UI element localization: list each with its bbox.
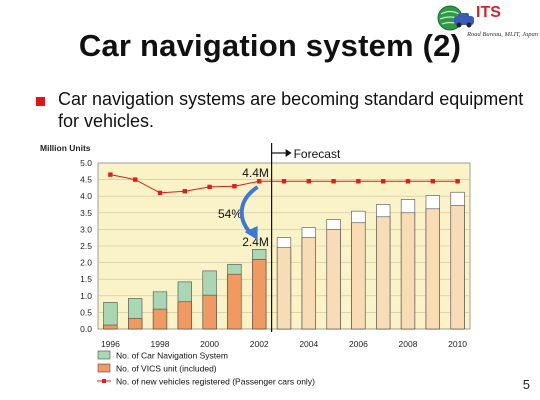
x-tick-label: 2006 <box>349 339 368 349</box>
registered-vehicles-point <box>381 179 386 184</box>
y-tick-label: 3.5 <box>80 208 92 218</box>
y-tick-label: 2.0 <box>80 258 92 268</box>
forecast-arrow-head <box>285 149 292 157</box>
registered-vehicles-point <box>455 179 460 184</box>
registered-vehicles-point <box>405 179 411 184</box>
y-tick-label: 0.0 <box>80 324 92 334</box>
vics-unit-bar <box>128 318 143 330</box>
bullet-marker <box>36 97 45 106</box>
registered-vehicles-point <box>281 179 287 184</box>
registered-vehicles-point <box>207 184 212 190</box>
registered-vehicles-point <box>356 179 361 184</box>
vics-unit-bar <box>376 216 391 330</box>
x-tick-label: 1996 <box>101 339 120 349</box>
vics-unit-bar <box>202 294 217 330</box>
y-tick-label: 1.0 <box>80 291 92 301</box>
registered-vehicles-point <box>157 190 163 196</box>
percent-label: 54% <box>218 207 242 221</box>
registered-vehicles-point <box>182 189 187 194</box>
vics-unit-bar <box>326 229 341 330</box>
y-tick-label: 0.5 <box>80 307 92 317</box>
registered-vehicles-point <box>257 179 262 184</box>
y-tick-label: 5.0 <box>80 158 92 168</box>
top-value-label: 4.4M <box>242 166 269 180</box>
page-number: 5 <box>522 377 530 392</box>
registered-vehicles-point <box>232 184 237 189</box>
legend-nav-label: No. of Car Navigation System <box>116 351 228 361</box>
registered-vehicles-point <box>430 179 435 184</box>
forecast-label: Forecast <box>294 147 341 161</box>
vics-unit-bar <box>425 208 440 330</box>
y-tick-label: 4.0 <box>80 191 92 201</box>
legend-vics-swatch <box>97 363 111 373</box>
legend-registered-marker <box>102 379 106 383</box>
its-logo <box>436 4 536 40</box>
vics-unit-bar <box>152 308 168 330</box>
vics-unit-bar <box>400 212 416 330</box>
registered-vehicles-point <box>331 179 336 184</box>
vics-unit-bar <box>301 237 316 330</box>
vics-unit-bar <box>177 301 192 330</box>
legend-registered-label: No. of new vehicles registered (Passenge… <box>116 377 315 387</box>
registered-vehicles-point <box>108 172 113 177</box>
registered-vehicles-point <box>306 179 311 184</box>
vics-unit-bar <box>227 273 242 330</box>
y-tick-label: 4.5 <box>80 175 92 185</box>
legend-nav-swatch <box>97 350 111 360</box>
logo-text: ITS <box>476 4 501 21</box>
vics-unit-bar <box>276 247 292 330</box>
x-tick-label: 1998 <box>151 339 170 349</box>
x-tick-label: 2000 <box>200 339 219 349</box>
x-tick-label: 2004 <box>299 339 318 349</box>
registered-vehicles-point <box>133 177 138 182</box>
x-tick-label: 2002 <box>250 339 269 349</box>
bullet-text: Car navigation systems are becoming stan… <box>58 89 524 131</box>
legend-vics-label: No. of VICS unit (included) <box>116 364 217 374</box>
x-tick-label: 2010 <box>448 339 467 349</box>
vics-unit-bar <box>252 258 267 330</box>
slide-title: Car navigation system (2) <box>78 28 462 63</box>
ratio-arrow-head <box>244 226 258 240</box>
bottom-value-label: 2.4M <box>242 235 269 249</box>
globe-car-icon <box>437 5 474 31</box>
logo-subtitle: Road Bureau, MLIT, Japan <box>467 31 538 38</box>
y-axis-label: Million Units <box>40 143 91 153</box>
vics-unit-bar <box>450 205 465 330</box>
y-tick-label: 1.5 <box>80 274 92 284</box>
y-tick-label: 3.0 <box>80 224 92 234</box>
x-tick-label: 2008 <box>399 339 418 349</box>
vics-unit-bar <box>103 324 118 330</box>
y-tick-label: 2.5 <box>80 241 92 251</box>
vics-unit-bar <box>351 222 366 330</box>
